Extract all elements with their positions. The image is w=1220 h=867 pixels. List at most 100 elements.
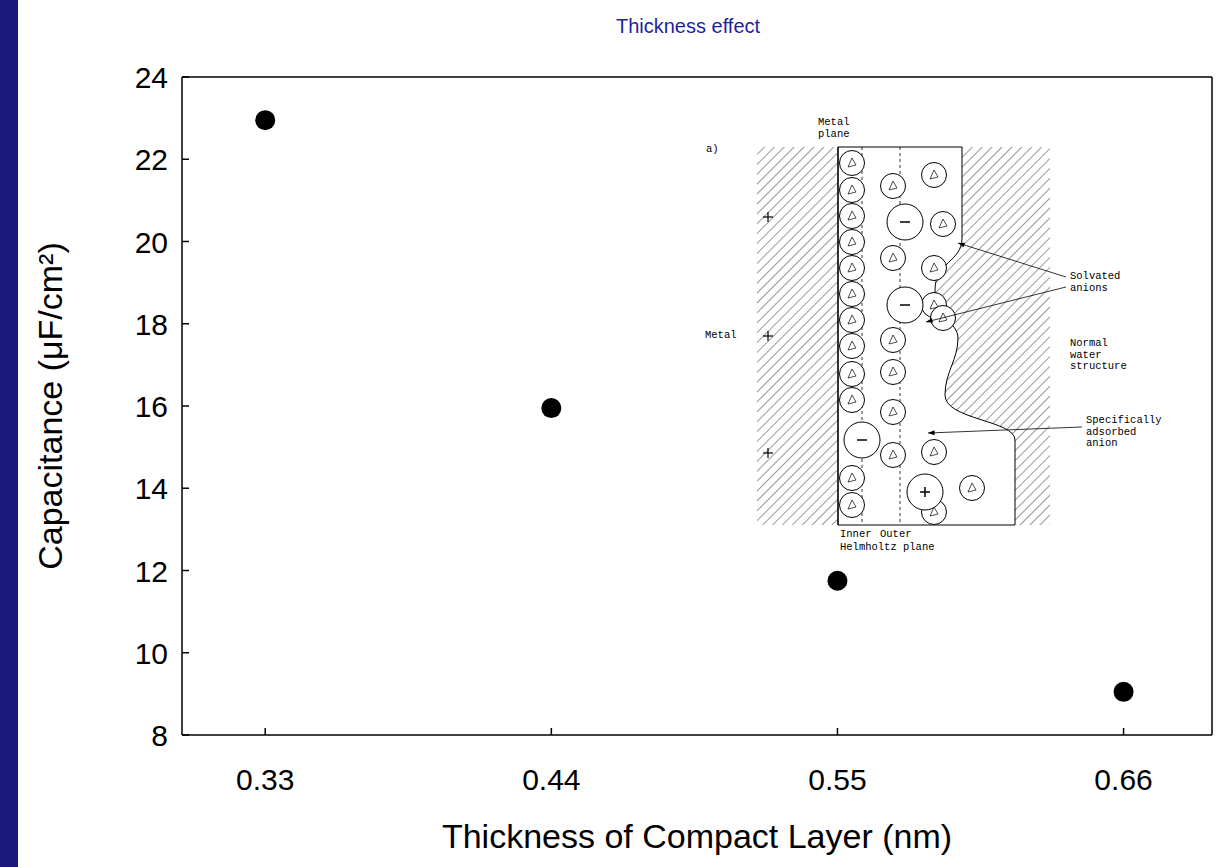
leader-arrow	[958, 243, 1066, 277]
dipole	[848, 500, 856, 509]
y-tick-label: 24	[135, 61, 168, 94]
y-tick	[182, 570, 189, 572]
y-axis-title: Capacitance (μF/cm²)	[31, 242, 69, 570]
arrow-head	[958, 243, 965, 248]
inset-label: Outer	[880, 528, 912, 540]
inset-label: Specificallyadsorbedanion	[1086, 414, 1162, 449]
point	[1114, 682, 1134, 702]
inset-label-line: Normal	[1070, 337, 1108, 349]
metal-plane	[837, 147, 838, 525]
y-tick	[182, 734, 189, 736]
frame-top	[182, 76, 1212, 78]
dipole	[848, 237, 856, 246]
x-tick-label: 0.33	[236, 763, 294, 796]
water-molecule	[840, 282, 865, 307]
x-tick-label: 0.44	[522, 763, 580, 796]
metal-hatch	[757, 147, 838, 525]
water-molecule	[840, 256, 865, 281]
charge-sign	[857, 439, 867, 441]
x-tick	[1123, 728, 1125, 735]
inset-label-line: structure	[1070, 360, 1127, 372]
y-tick-label: 12	[135, 555, 168, 588]
dipole	[848, 315, 856, 324]
arrow-head	[928, 430, 935, 435]
water-molecule	[881, 443, 906, 468]
point	[255, 110, 275, 130]
water-molecule	[922, 163, 947, 188]
water-molecule	[840, 362, 865, 387]
y-tick	[182, 323, 189, 325]
water-molecule	[881, 360, 906, 385]
cation	[907, 474, 943, 510]
dipole	[848, 185, 856, 194]
dipole	[848, 263, 856, 272]
charge-sign	[924, 487, 926, 497]
water-molecule	[840, 493, 865, 518]
dipole	[848, 341, 856, 350]
water-molecule	[960, 476, 985, 501]
anion	[844, 422, 880, 458]
dipole	[889, 335, 897, 344]
dipole	[889, 367, 897, 376]
title: Thickness effect	[616, 15, 761, 37]
water-molecule	[840, 388, 865, 413]
inset-label: Helmholtz plane	[840, 541, 935, 553]
dipole	[930, 170, 938, 179]
dipole	[930, 263, 938, 272]
water-molecule	[881, 400, 906, 425]
leader-arrow	[928, 427, 1082, 433]
double-layer-region	[838, 147, 1015, 525]
chart: Thickness effect810121416182022240.330.4…	[0, 0, 1220, 867]
y-tick-label: 10	[135, 637, 168, 670]
metal-charge	[767, 331, 768, 341]
inset-label-line: Specifically	[1086, 414, 1162, 426]
dipole	[848, 158, 856, 167]
points	[255, 110, 1133, 702]
x-axis-title: Thickness of Compact Layer (nm)	[442, 817, 952, 855]
anion	[887, 204, 923, 240]
y-tick-label: 18	[135, 308, 168, 341]
y-tick	[182, 488, 189, 490]
water-molecule	[840, 466, 865, 491]
dipole	[889, 253, 897, 262]
inset-label: Metal	[705, 329, 737, 341]
y-tick-label: 22	[135, 143, 168, 176]
inset-label: Inner	[840, 528, 872, 540]
solvent-hatch	[838, 147, 1050, 525]
anion	[887, 287, 923, 323]
charge-sign	[900, 221, 910, 223]
inset-label-line: plane	[818, 128, 850, 140]
dipole	[930, 447, 938, 456]
inset-diagram: a)MetalplaneMetalSolvatedanionsNormalwat…	[705, 116, 1162, 553]
x-tick-label: 0.55	[808, 763, 866, 796]
frame-right	[1211, 77, 1213, 735]
inset-label-line: anion	[1086, 437, 1118, 449]
y-tick-label: 20	[135, 226, 168, 259]
dipole	[889, 450, 897, 459]
inset-label-line: Solvated	[1070, 270, 1120, 282]
y-tick	[182, 405, 189, 407]
y-tick	[182, 159, 189, 161]
x-axis	[182, 734, 1212, 736]
inset-label-line: adsorbed	[1086, 426, 1136, 438]
dipole	[848, 369, 856, 378]
metal-charge	[767, 212, 768, 222]
water-molecule	[840, 151, 865, 176]
water-molecule	[931, 212, 956, 237]
water-molecule	[840, 178, 865, 203]
dipole	[889, 407, 897, 416]
water-molecule	[881, 328, 906, 353]
x-tick	[837, 728, 839, 735]
charge-sign	[900, 304, 910, 306]
y-tick-label: 16	[135, 390, 168, 423]
dipole	[968, 483, 976, 492]
inset-label: Solvatedanions	[1070, 270, 1120, 294]
dipole	[889, 181, 897, 190]
point	[827, 571, 847, 591]
water-molecule	[840, 204, 865, 229]
dipole	[848, 473, 856, 482]
inset-label-line: water	[1070, 349, 1102, 361]
arrow-head	[926, 318, 933, 323]
x-tick	[551, 728, 553, 735]
water-molecule	[840, 334, 865, 359]
